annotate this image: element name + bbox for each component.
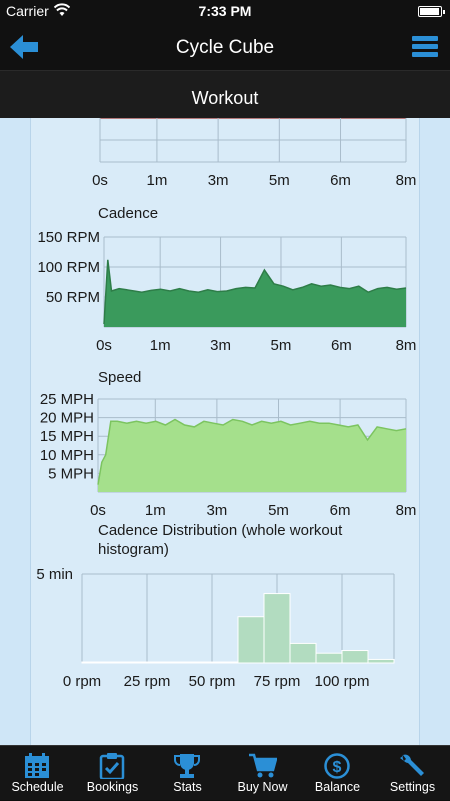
speed-chart-x-tick-label: 8m: [396, 502, 417, 519]
distribution-chart-title-line2: histogram): [98, 541, 169, 558]
distribution-bar: [159, 661, 187, 664]
tab-bookings[interactable]: Bookings: [75, 746, 150, 801]
wifi-icon: [53, 3, 71, 20]
distribution-bar: [263, 593, 291, 664]
distribution-bar: [237, 616, 265, 664]
tab-label: Balance: [314, 780, 361, 794]
tab-schedule[interactable]: Schedule: [0, 746, 75, 801]
wrench-icon: [400, 754, 424, 776]
status-time: 7:33 PM: [198, 3, 252, 19]
tab-label: Settings: [389, 780, 436, 794]
battery-icon: [418, 6, 445, 17]
dollar-icon: $: [324, 753, 350, 779]
menu-icon: [412, 36, 438, 41]
speed-chart-x-tick-label: 1m: [145, 502, 166, 519]
cadence-chart-x-tick-label: 1m: [150, 337, 171, 354]
distribution-chart-x-tick-label: 25 rpm: [124, 673, 171, 690]
sub-header: Workout: [0, 70, 450, 118]
status-bar: Carrier 7:33 PM: [0, 0, 450, 22]
nav-bar: Cycle Cube: [0, 22, 450, 70]
speed-chart-area: [98, 419, 406, 492]
distribution-bar: [315, 652, 343, 664]
distribution-bar: [341, 650, 369, 664]
distribution-bar: [289, 642, 317, 664]
cadence-chart-y-tick-label: 100 RPM: [37, 259, 100, 276]
distribution-bar: [185, 661, 213, 664]
tab-bar: Schedule Bookings Stats Buy Now $ Balanc…: [0, 745, 450, 800]
cadence-chart-x-tick-label: 8m: [396, 337, 417, 354]
distribution-chart-title-line1: Cadence Distribution (whole workout: [98, 522, 343, 539]
speed-chart-x-tick-label: 0s: [90, 502, 106, 519]
menu-button[interactable]: [412, 36, 438, 58]
tab-stats[interactable]: Stats: [150, 746, 225, 801]
top-chart-x-tick-label: 0s: [92, 172, 108, 189]
tab-label: Schedule: [11, 780, 64, 794]
cart-icon: [249, 753, 277, 778]
svg-text:$: $: [333, 759, 342, 776]
top-chart-x-tick-label: 3m: [208, 172, 229, 189]
distribution-chart-x-tick-label: 0 rpm: [63, 673, 101, 690]
tab-balance[interactable]: $ Balance: [300, 746, 375, 801]
cadence-chart-x-tick-label: 3m: [210, 337, 231, 354]
speed-chart-y-tick-label: 20 MPH: [40, 410, 94, 427]
speed-chart-y-tick-label: 25 MPH: [40, 391, 94, 408]
cadence-chart-x-tick-label: 5m: [271, 337, 292, 354]
tab-buy-now[interactable]: Buy Now: [225, 746, 300, 801]
tab-label: Buy Now: [237, 780, 288, 794]
tab-settings[interactable]: Settings: [375, 746, 450, 801]
cadence-chart-x-tick-label: 6m: [331, 337, 352, 354]
speed-chart-x-tick-label: 6m: [330, 502, 351, 519]
top-chart-x-tick-label: 6m: [330, 172, 351, 189]
tab-label: Stats: [173, 780, 202, 794]
cadence-chart-area: [104, 259, 406, 327]
cadence-chart-line: [103, 259, 407, 325]
distribution-bar: [133, 661, 161, 664]
cadence-chart-y-tick-label: 150 RPM: [37, 229, 100, 246]
cadence-chart-y-tick-label: 50 RPM: [46, 289, 100, 306]
speed-chart-line: [97, 418, 407, 485]
distribution-bar: [211, 661, 239, 664]
distribution-bar: [81, 661, 109, 664]
speed-chart-x-tick-label: 5m: [268, 502, 289, 519]
workout-scroll-area[interactable]: 0s 1m 3m 5m 6m 8m Cadence 150 RPM 100 RPM 50 RPM 0…: [0, 118, 450, 745]
speed-chart-y-tick-label: 15 MPH: [40, 428, 94, 445]
distribution-chart-x-tick-label: 100 rpm: [314, 673, 369, 690]
page-title: Workout: [191, 88, 259, 108]
top-chart-x-tick-label: 8m: [396, 172, 417, 189]
distribution-chart-y-tick-label: 5 min: [36, 566, 73, 583]
speed-chart-x-tick-label: 3m: [206, 502, 227, 519]
back-arrow-icon: [10, 35, 38, 59]
cadence-chart-title: Cadence: [98, 205, 158, 222]
distribution-chart-x-tick-label: 50 rpm: [189, 673, 236, 690]
tab-label: Bookings: [86, 780, 139, 794]
back-button[interactable]: [10, 34, 40, 60]
cadence-chart-x-tick-label: 0s: [96, 337, 112, 354]
clipboard-check-icon: [99, 753, 125, 779]
distribution-bar: [367, 658, 395, 664]
top-chart-x-tick-label: 5m: [269, 172, 290, 189]
distribution-bar: [107, 661, 135, 664]
workout-charts: 0s 1m 3m 5m 6m 8m Cadence 150 RPM 100 RPM 50 RPM 0…: [36, 118, 417, 690]
top-chart-x-tick-label: 1m: [146, 172, 167, 189]
calendar-icon: [25, 753, 49, 778]
carrier-label: Carrier: [6, 3, 49, 19]
trophy-icon: [174, 754, 200, 778]
speed-chart-y-tick-label: 5 MPH: [48, 465, 94, 482]
distribution-chart-x-tick-label: 75 rpm: [254, 673, 301, 690]
speed-chart-y-tick-label: 10 MPH: [40, 447, 94, 464]
app-title: Cycle Cube: [175, 37, 275, 58]
speed-chart-title: Speed: [98, 369, 141, 386]
